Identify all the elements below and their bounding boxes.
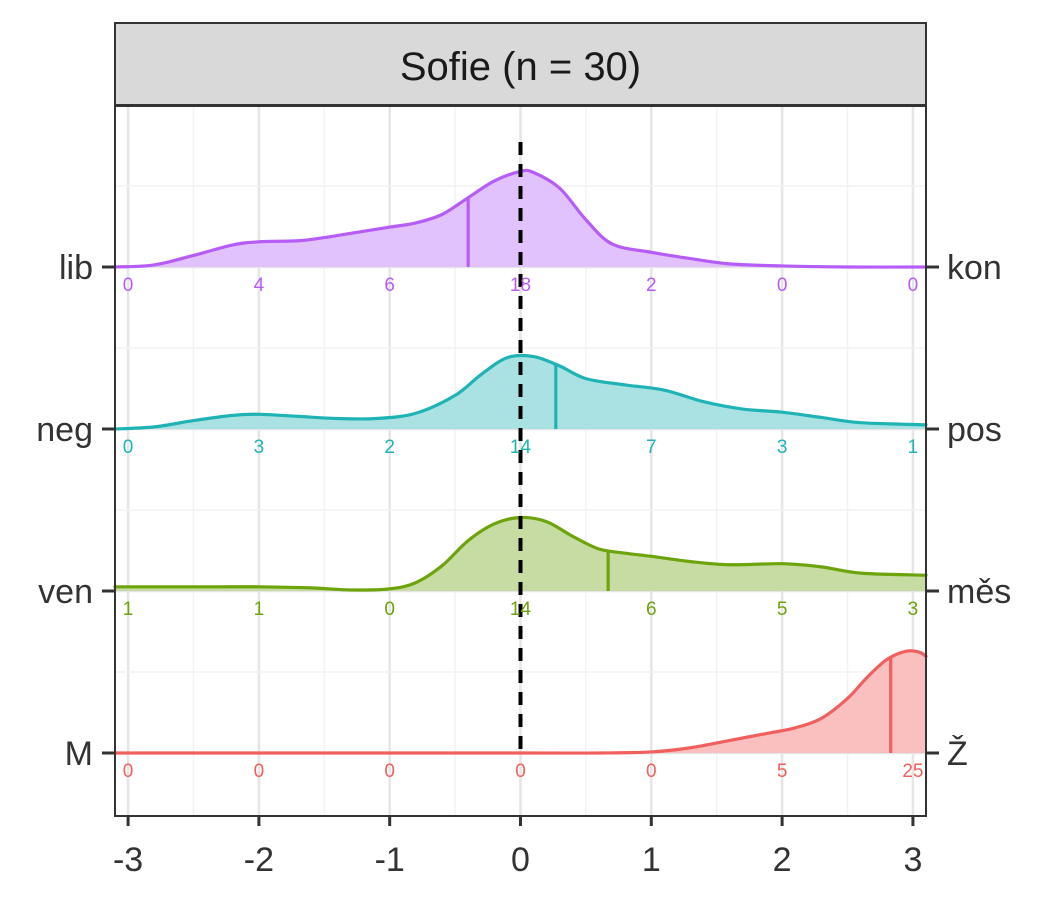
count-label: 0 — [123, 761, 134, 782]
count-label: 14 — [510, 437, 532, 458]
count-label: 2 — [384, 437, 395, 458]
count-label: 3 — [777, 437, 788, 458]
count-label: 14 — [510, 599, 532, 620]
count-label: 3 — [908, 599, 919, 620]
y-axis-right-label: měs — [947, 573, 1011, 611]
count-label: 1 — [908, 437, 919, 458]
count-label: 18 — [510, 275, 531, 296]
count-label: 1 — [254, 599, 265, 620]
count-label: 7 — [646, 437, 657, 458]
count-label: 25 — [902, 761, 923, 782]
density-line-neg — [113, 353, 928, 431]
count-label: 0 — [646, 761, 657, 782]
count-label: 0 — [384, 599, 395, 620]
count-label: 0 — [384, 761, 395, 782]
y-axis-left-label: M — [65, 735, 93, 773]
count-label: 0 — [254, 761, 265, 782]
count-labels: 0 4 6 18 2 0 0 0 3 2 14 7 3 1 1 1 0 14 6 5 3 0 0 0 0 0 5 25 — [123, 275, 924, 782]
count-label: 5 — [777, 599, 788, 620]
x-tick-label: -2 — [244, 841, 274, 879]
y-axis-left-label: neg — [36, 411, 93, 449]
y-axis-right-label: kon — [947, 249, 1002, 287]
count-label: 5 — [777, 761, 788, 782]
y-axis-right-label: pos — [947, 411, 1002, 449]
y-axis-right-label: Ž — [947, 735, 968, 773]
y-axis-left-label: lib — [59, 249, 93, 287]
x-tick-label: 3 — [903, 841, 922, 879]
x-tick-label: 1 — [642, 841, 661, 879]
x-tick-label: 0 — [511, 841, 530, 879]
x-tick-label: -1 — [375, 841, 405, 879]
count-label: 0 — [123, 437, 134, 458]
axes: lib kon neg pos ven měs M Ž -3 -2 -1 0 1 2 3 — [36, 249, 1011, 879]
count-label: 0 — [123, 275, 134, 296]
facet-strip — [114, 22, 927, 106]
count-label: 6 — [646, 599, 657, 620]
count-label: 1 — [123, 599, 134, 620]
x-tick-label: 2 — [773, 841, 792, 879]
count-label: 3 — [254, 437, 265, 458]
density-area-ven — [115, 517, 926, 591]
count-label: 4 — [254, 275, 265, 296]
count-label: 2 — [646, 275, 657, 296]
density-line-M — [113, 649, 928, 755]
x-tick-label: -3 — [113, 841, 143, 879]
count-label: 0 — [777, 275, 788, 296]
count-label: 6 — [384, 275, 395, 296]
count-label: 0 — [515, 761, 526, 782]
density-area-M — [115, 650, 926, 754]
y-axis-left-label: ven — [38, 573, 93, 611]
count-label: 0 — [908, 275, 919, 296]
density-line-lib — [113, 168, 928, 269]
facet-title: Sofie (n = 30) — [400, 45, 641, 89]
